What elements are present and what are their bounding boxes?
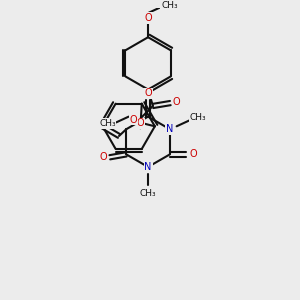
Text: O: O [99,152,107,162]
Text: O: O [144,13,152,23]
Text: CH₃: CH₃ [161,1,178,10]
Text: N: N [144,162,152,172]
Text: O: O [172,97,180,107]
Text: N: N [166,124,173,134]
Text: O: O [130,115,137,124]
Text: CH₃: CH₃ [140,189,156,198]
Text: O: O [144,88,152,98]
Text: O: O [136,118,144,128]
Text: CH₃: CH₃ [99,119,116,128]
Text: O: O [189,149,197,159]
Text: CH₃: CH₃ [190,113,206,122]
